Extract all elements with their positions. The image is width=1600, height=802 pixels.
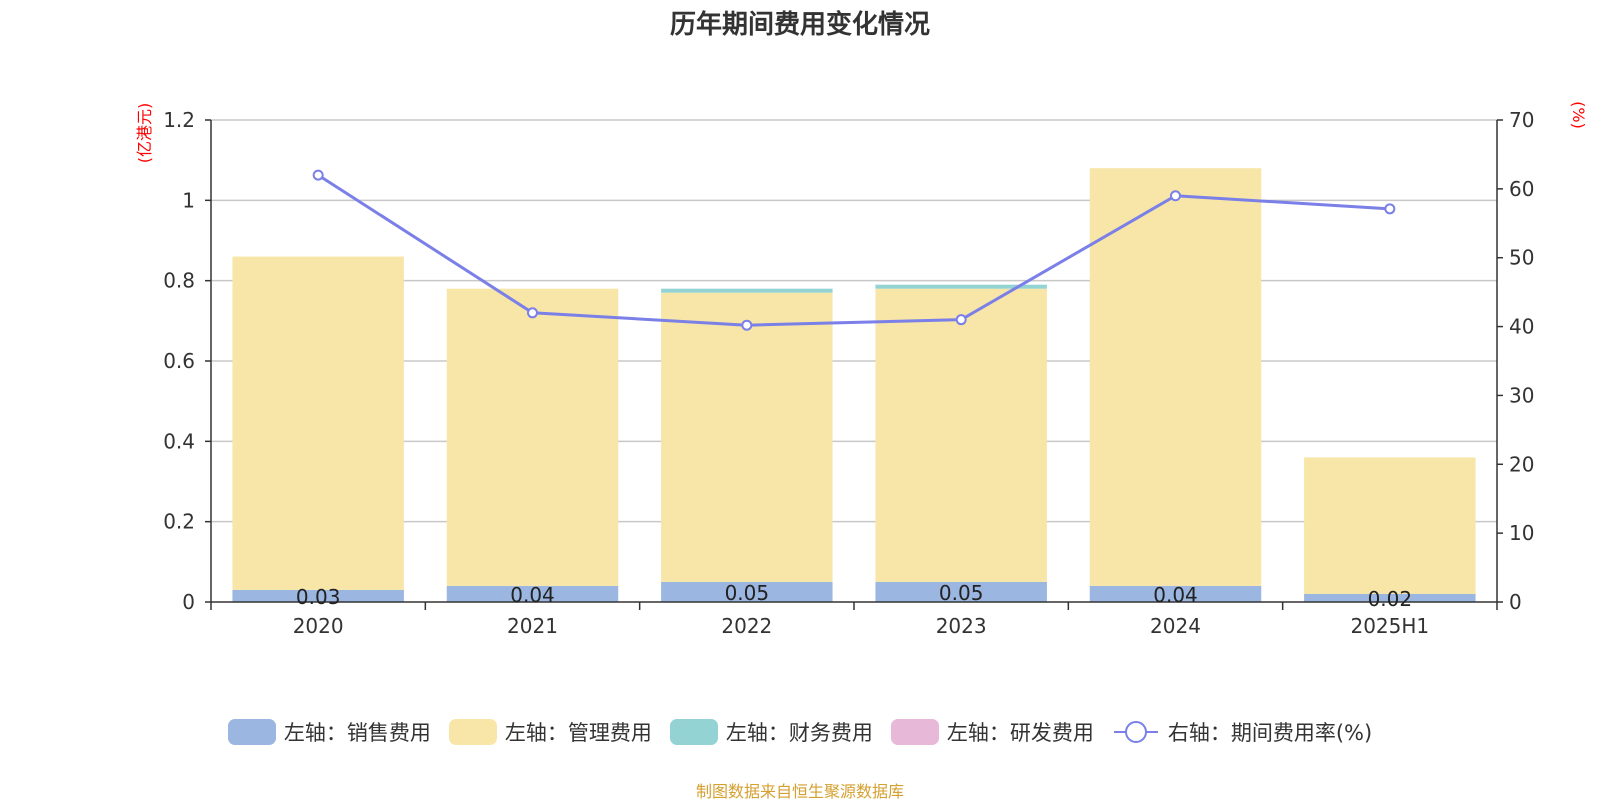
right-axis-unit-label: (%): [1569, 101, 1588, 129]
rate-line: [312, 169, 1396, 331]
chart-plot: (亿港元) (%) 0 0.2 0.4 0.6 0.8 1 1.2 0 10 20 30 40 50 60…: [135, 101, 1588, 638]
bar-segment: [232, 256, 404, 590]
gridlines: [211, 119, 1497, 523]
bar-segment: [1304, 593, 1476, 602]
bar-segment: [232, 589, 404, 602]
bar-segment: [875, 581, 1047, 602]
x-axis-tick-label: 2023: [936, 614, 987, 638]
legend-swatch-sales: [227, 719, 276, 745]
rate-line-path: [317, 173, 1390, 327]
rate-point: [312, 169, 324, 181]
chart-title: 历年期间费用变化情况: [669, 10, 930, 40]
legend-item-sales[interactable]: 左轴：销售费用: [227, 717, 431, 747]
left-axis-tick-label: 0.2: [163, 510, 195, 534]
bar-segment: [1089, 585, 1262, 602]
left-axis-unit-label: (亿港元): [135, 103, 154, 164]
legend-label-rnd: 左轴：研发费用: [946, 721, 1094, 745]
x-axis-tick-label: 2021: [507, 614, 558, 638]
x-axis-tick-label: 2022: [721, 614, 772, 638]
right-axis-tick-label: 40: [1509, 315, 1534, 339]
bar-data-label: 0.02: [1368, 587, 1413, 611]
legend-label-admin: 左轴：管理费用: [504, 721, 652, 745]
x-axis-tick-label: 2025H1: [1350, 614, 1429, 638]
legend-swatch-admin: [448, 719, 497, 745]
bar-segment: [661, 288, 833, 293]
bar-segment: [875, 288, 1047, 582]
right-axis-tick-label: 0: [1509, 590, 1522, 614]
bar-segment: [446, 288, 619, 586]
bar-data-label: 0.04: [1153, 583, 1198, 607]
legend-item-rnd[interactable]: 左轴：研发费用: [890, 717, 1094, 747]
axes: 0 0.2 0.4 0.6 0.8 1 1.2 0 10 20 30 40 50 60 70 2020 2021…: [163, 108, 1534, 638]
data-labels: 0.03 0.04 0.05 0.05 0.04 0.02: [296, 581, 1412, 611]
legend-item-rate[interactable]: 右轴：期间费用率(%): [1112, 717, 1372, 747]
bar-segment: [1304, 457, 1476, 594]
legend-label-sales: 左轴：销售费用: [283, 721, 431, 745]
left-axis-tick-label: 1.2: [163, 108, 195, 132]
rate-point: [741, 319, 753, 331]
bar-data-label: 0.05: [939, 581, 984, 605]
right-axis-tick-label: 20: [1509, 452, 1534, 476]
bar-segment: [875, 284, 1047, 289]
source-footer: 制图数据来自恒生聚源数据库: [695, 782, 904, 801]
left-axis-tick-label: 0.8: [163, 269, 195, 293]
rate-point: [1170, 190, 1181, 202]
bar-segment: [661, 581, 833, 602]
left-axis-tick-label: 0.6: [163, 349, 195, 373]
legend-item-finance[interactable]: 左轴：财务费用: [669, 717, 873, 747]
bars: [232, 168, 1476, 602]
legend: 左轴：销售费用 左轴：管理费用 左轴：财务费用 左轴：研发费用 右轴：期间费用率…: [0, 717, 1600, 747]
right-axis-tick-label: 70: [1509, 108, 1534, 132]
rate-point: [955, 314, 967, 326]
left-axis-tick-label: 0.4: [163, 429, 195, 453]
bar-segment: [1089, 168, 1262, 586]
bar-data-label: 0.03: [296, 585, 341, 609]
bar-data-label: 0.05: [725, 581, 770, 605]
x-axis-tick-label: 2020: [293, 614, 344, 638]
bar-data-label: 0.04: [510, 583, 555, 607]
rate-point: [527, 307, 538, 319]
legend-item-admin[interactable]: 左轴：管理费用: [448, 717, 652, 747]
rate-point: [1384, 203, 1396, 215]
legend-label-rate: 右轴：期间费用率(%): [1167, 721, 1373, 745]
left-axis-tick-label: 1: [182, 188, 195, 212]
legend-label-finance: 左轴：财务费用: [725, 721, 873, 745]
legend-swatch-rnd: [890, 719, 939, 745]
bar-segment: [446, 585, 619, 602]
right-axis-tick-label: 60: [1509, 177, 1534, 201]
legend-line-marker-icon: [1113, 721, 1158, 743]
bar-segment: [661, 292, 833, 582]
left-axis-tick-label: 0: [182, 590, 195, 614]
right-axis-tick-label: 30: [1509, 383, 1534, 407]
right-axis-tick-label: 10: [1509, 521, 1534, 545]
right-axis-tick-label: 50: [1509, 246, 1534, 270]
x-axis-tick-label: 2024: [1150, 614, 1201, 638]
legend-swatch-finance: [669, 719, 718, 745]
